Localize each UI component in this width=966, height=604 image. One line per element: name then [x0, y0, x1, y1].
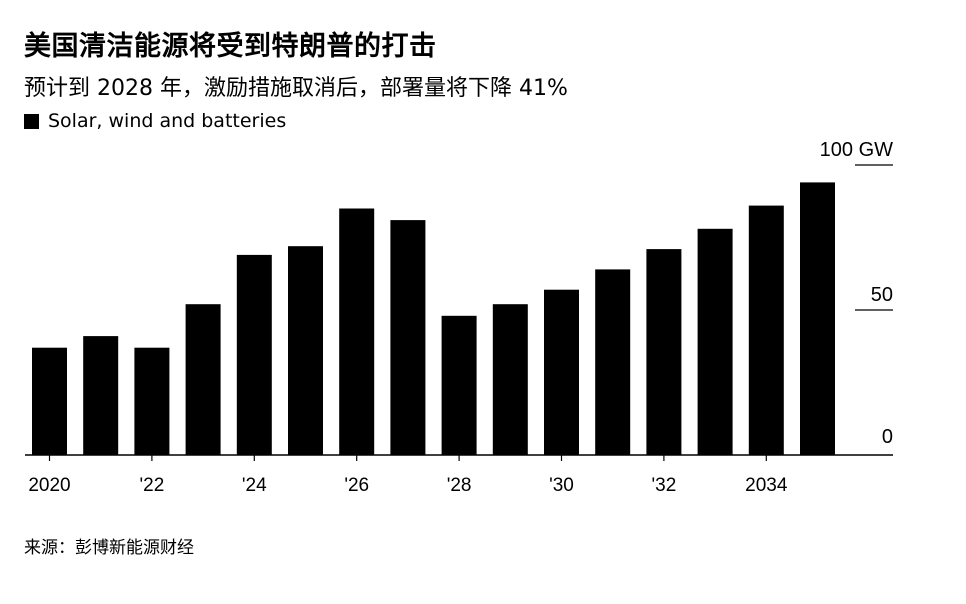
bar-2033: [697, 228, 733, 455]
x-tick-label-2030: '30: [549, 475, 574, 496]
legend-label: Solar, wind and batteries: [48, 110, 287, 132]
x-tick-label-2026: '26: [344, 475, 369, 496]
bar-2026: [339, 208, 375, 455]
y-tick-label-0: 0: [882, 426, 893, 448]
bar-2027: [390, 220, 426, 455]
bar-2028: [441, 315, 477, 455]
x-tick-label-2034: 2034: [745, 475, 788, 496]
source-note: 来源：彭博新能源财经: [24, 538, 194, 558]
chart-title: 美国清洁能源将受到特朗普的打击: [24, 31, 437, 62]
bar-2032: [646, 249, 682, 455]
y-tick-label-50: 50: [871, 284, 893, 306]
chart-subtitle: 预计到 2028 年，激励措施取消后，部署量将下降 41%: [24, 76, 568, 101]
x-tick-label-2032: '32: [652, 475, 677, 496]
bar-2024: [236, 254, 272, 455]
bar-2031: [595, 269, 631, 455]
x-tick-label-2022: '22: [140, 475, 165, 496]
legend: Solar, wind and batteries: [24, 110, 286, 132]
x-tick-label-2024: '24: [242, 475, 267, 496]
legend-swatch: [24, 113, 39, 129]
bar-2020: [32, 347, 67, 455]
bar-2035: [800, 182, 835, 455]
bar-2034: [748, 205, 784, 455]
bar-2021: [83, 336, 119, 455]
bar-2029: [492, 304, 528, 455]
x-tick-label-2028: '28: [447, 475, 472, 496]
bar-2022: [134, 347, 170, 455]
x-tick-label-2020: 2020: [28, 475, 70, 496]
bar-2030: [544, 289, 579, 455]
bar-2025: [288, 246, 323, 455]
y-tick-label-100: 100 GW: [820, 139, 893, 161]
bar-2023: [185, 304, 221, 455]
